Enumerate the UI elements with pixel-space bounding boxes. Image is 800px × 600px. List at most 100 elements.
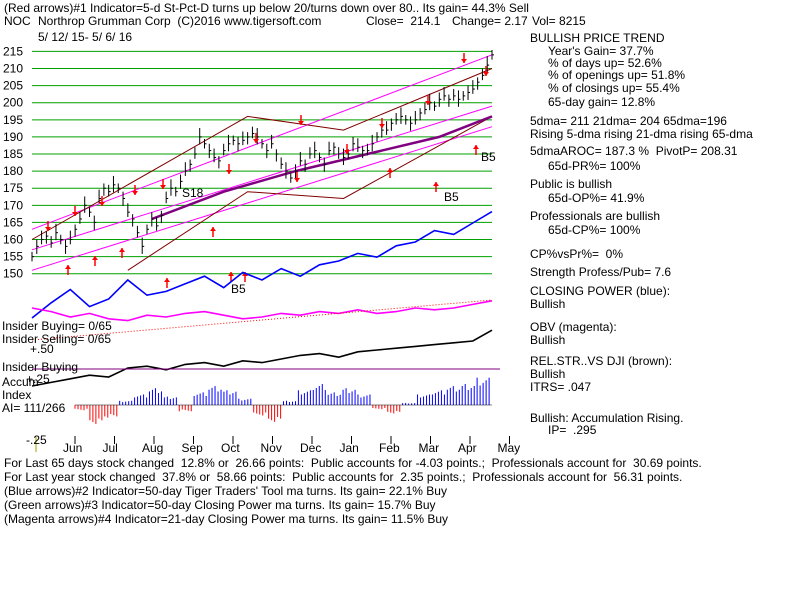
sell-arrow-12-head <box>461 59 467 63</box>
y-tick-160: 160 <box>3 233 23 247</box>
plus-50-label: +.50 <box>30 342 54 356</box>
obv-line <box>31 300 493 322</box>
itrs-value: ITRS= .047 <box>530 380 592 394</box>
price-overlays <box>31 54 493 271</box>
x-tick-Mar: Mar <box>419 441 440 455</box>
accum-minus-25: -.25 <box>26 433 47 447</box>
insider-buying-count: Insider Buying= 0/65 <box>2 319 112 333</box>
sell-arrow-10-head <box>379 124 385 128</box>
price-gridlines <box>32 50 492 275</box>
x-tick-Dec: Dec <box>300 441 321 455</box>
rising-dma: Rising 5-dma rising 21-dma rising 65-dma <box>530 127 753 141</box>
pct-days-up: % of days up= 52.6% <box>548 56 662 70</box>
cp-trend-line <box>31 299 493 341</box>
y-tick-210: 210 <box>3 62 23 76</box>
price-axis-labels: 150 155 160 165 170 175 180 185 190 195 200 205 210 2… <box>3 44 23 280</box>
x-tick-Nov: Nov <box>261 441 282 455</box>
company-name: Northrop Grumman Corp (C)2016 www.tigers… <box>38 14 322 28</box>
channel-lower-line <box>31 126 493 271</box>
professionals-status: Professionals are bullish <box>530 209 661 223</box>
indicator-lines <box>31 210 500 387</box>
buy-arrow-9-head <box>473 145 479 149</box>
x-tick-Aug: Aug <box>142 441 163 455</box>
footer-year: For Last year stock changed 37.8% or 58.… <box>4 470 683 484</box>
ip-value: IP= .295 <box>548 423 597 437</box>
y-tick-185: 185 <box>3 147 23 161</box>
sell-arrow-2-head <box>99 202 105 206</box>
gain-65: 65-day gain= 12.8% <box>548 95 656 109</box>
buy-arrow-5-head <box>228 272 234 276</box>
buy-arrow-2-head <box>119 248 125 252</box>
price-bars <box>31 50 494 262</box>
y-tick-150: 150 <box>3 267 23 281</box>
channel-lower2-line <box>31 105 493 251</box>
y-tick-215: 215 <box>3 44 23 58</box>
month-axis-labels: Jun Jul Aug Sep Oct Nov Dec Jan Feb Mar Apr May <box>35 436 521 455</box>
y-tick-180: 180 <box>3 164 23 178</box>
dma-values: 5dma= 211 21dma= 204 65dma=196 <box>530 114 727 128</box>
indicator-1-line: (Red arrows)#1 Indicator=5-d St-Pct-D tu… <box>4 1 529 15</box>
aroc-pivot: 5dmaAROC= 187.3 % PivotP= 208.31 <box>530 144 738 158</box>
y-tick-155: 155 <box>3 250 23 264</box>
public-status: Public is bullish <box>530 177 613 191</box>
years-gain: Year's Gain= 37.7% <box>548 44 654 58</box>
sell-arrow-9-head <box>344 150 350 154</box>
cp-65: 65d-CP%= 100% <box>548 223 641 237</box>
y-tick-175: 175 <box>3 181 23 195</box>
insider-buying-label: Insider Buying <box>2 360 79 374</box>
sell-arrow-11-head <box>425 101 431 105</box>
x-tick-Apr: Apr <box>458 441 477 455</box>
signal-arrows <box>45 53 489 288</box>
buy-arrow-3-head <box>164 278 170 282</box>
band-upper-line <box>31 68 493 240</box>
ma65-line <box>151 115 493 221</box>
obv-status: Bullish <box>530 333 566 347</box>
relstr-line <box>31 329 493 387</box>
pct-openings-up: % of openings up= 51.8% <box>548 68 686 82</box>
date-range: 5/ 12/ 15- 5/ 6/ 16 <box>38 30 133 44</box>
relstr-label: REL.STR..VS DJI (brown): <box>530 354 673 368</box>
y-tick-205: 205 <box>3 79 23 93</box>
sell-arrow-8-head <box>298 121 304 125</box>
pr-65: 65d-PR%= 100% <box>548 159 641 173</box>
band-lower-line <box>127 115 493 271</box>
strength-ratio: Strength Profess/Pub= 7.6 <box>530 265 672 279</box>
closing-power-line <box>31 210 493 319</box>
x-tick-Feb: Feb <box>379 441 400 455</box>
y-tick-190: 190 <box>3 130 23 144</box>
x-tick-Sep: Sep <box>182 441 204 455</box>
s18-label: S18 <box>182 186 204 200</box>
sell-arrow-3-head <box>132 191 138 195</box>
accum-status: Bullish: Accumulation Rising. <box>530 411 684 425</box>
x-tick-Oct: Oct <box>221 441 240 455</box>
buy-arrow-4-head <box>210 227 216 231</box>
sell-arrow-6-head <box>253 139 259 143</box>
x-tick-May: May <box>498 441 521 455</box>
x-tick-Jun: Jun <box>63 441 82 455</box>
y-tick-200: 200 <box>3 96 23 110</box>
sell-arrow-1-head <box>72 212 78 216</box>
footer-blue-arrows: (Blue arrows)#2 Indicator=50-day Tiger T… <box>4 484 447 498</box>
sell-arrow-4-head <box>160 185 166 189</box>
accum-plus-25: +.25 <box>26 372 50 386</box>
buy-arrow-1-head <box>92 256 98 260</box>
insider-selling-count: Insider Selling= 0/65 <box>2 332 112 346</box>
sell-arrow-5-head <box>226 170 232 174</box>
ai-value: AI= 111/266 <box>2 401 66 415</box>
ticker: NOC <box>4 14 31 28</box>
sell-arrow-0-head <box>45 227 51 231</box>
closing-power-status: Bullish <box>530 297 566 311</box>
accum-label: Accum <box>2 375 39 389</box>
y-tick-195: 195 <box>3 113 23 127</box>
footer-green-arrows: (Green arrows)#3 Indicator=50-day Closin… <box>4 498 436 512</box>
pct-closings-up: % of closings up= 55.4% <box>548 81 680 95</box>
buy-arrow-0-head <box>65 265 71 269</box>
index-label: Index <box>2 388 32 402</box>
relstr-status: Bullish <box>530 367 566 381</box>
buy-arrow-8-head <box>433 182 439 186</box>
sell-arrow-13-head <box>483 72 489 76</box>
obv-label: OBV (magenta): <box>530 320 617 334</box>
volume-value: Vol= 8215 <box>532 14 586 28</box>
b5-label-mar: B5 <box>444 190 459 204</box>
